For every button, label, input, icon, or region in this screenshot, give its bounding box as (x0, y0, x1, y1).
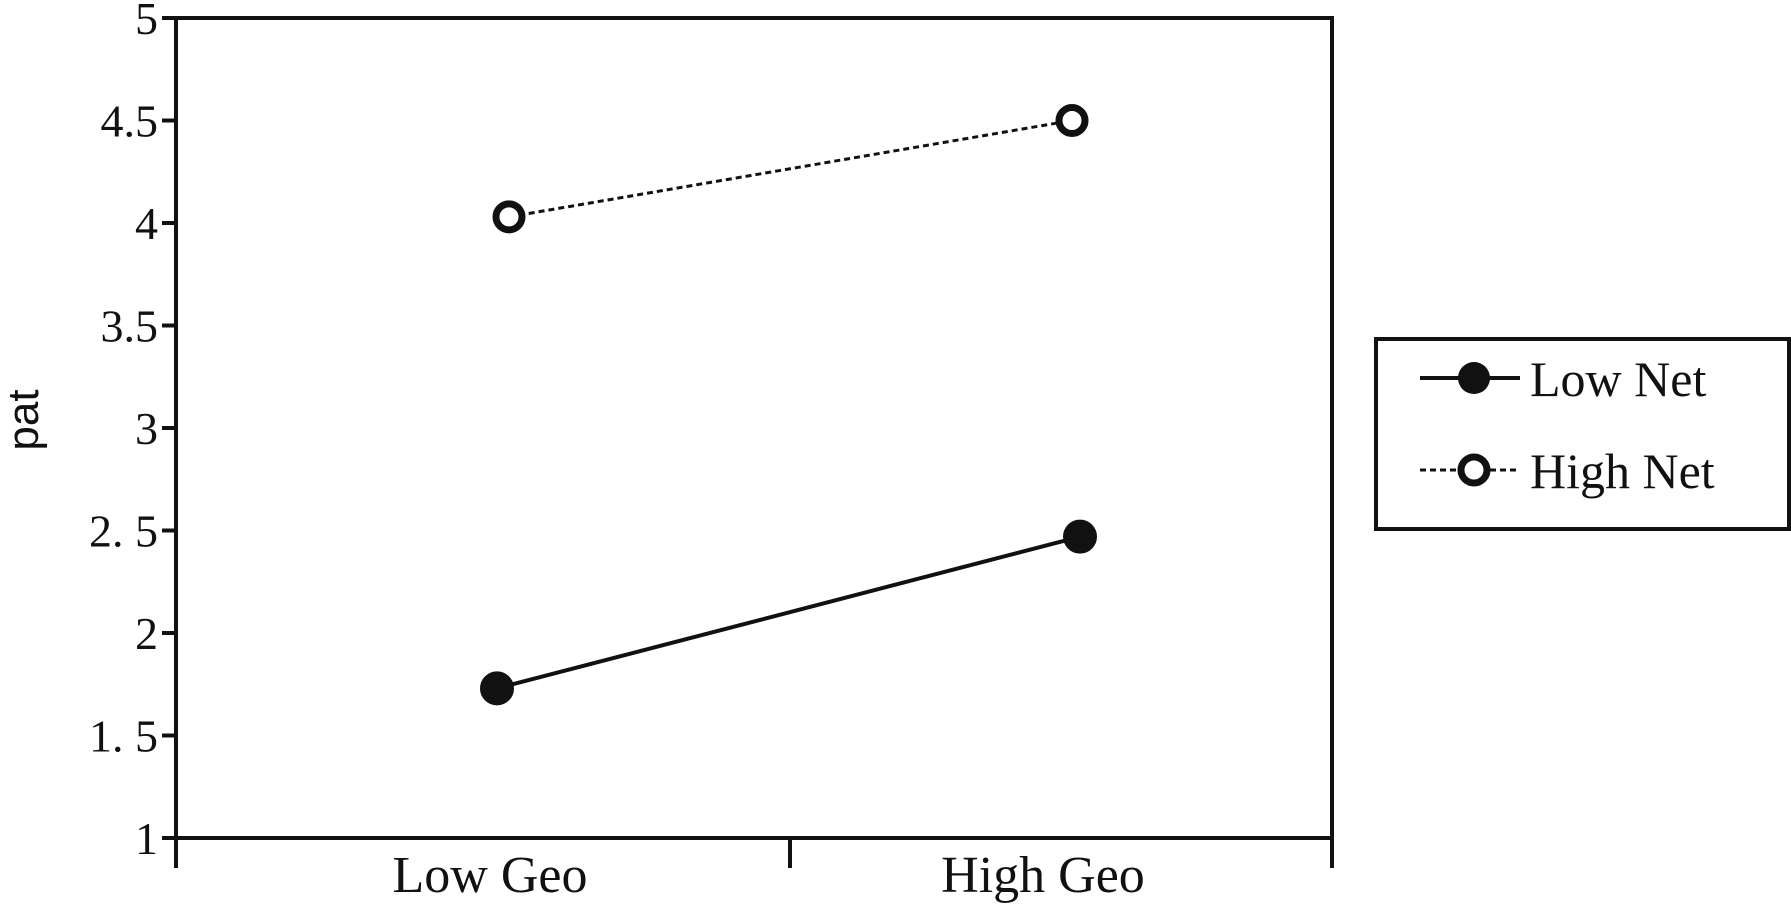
y-tick-label: 4 (135, 198, 158, 249)
plot-area-border (174, 16, 1334, 840)
y-tick-label: 4.5 (101, 96, 159, 147)
data-point-high-net (492, 200, 526, 234)
data-point-low-net (480, 671, 514, 706)
series-line-low-net (496, 534, 1081, 691)
y-axis-ticks: 1 1. 5 2 2. 5 3 3.5 4 4.5 5 (89, 0, 176, 864)
x-axis-ticks: Low Geo High Geo (174, 838, 1334, 904)
series-points (480, 104, 1097, 706)
y-tick-label: 3.5 (101, 301, 159, 352)
legend-marker-low-net (1458, 362, 1490, 394)
y-axis-label: pat (0, 389, 48, 450)
legend-label-low-net: Low Net (1530, 351, 1706, 407)
y-tick-label: 2. 5 (89, 506, 158, 557)
legend: Low Net High Net (1374, 337, 1791, 531)
series-line-high-net (508, 119, 1073, 219)
plot-frame (174, 16, 1334, 840)
y-tick-label: 3 (135, 403, 158, 454)
series-lines (496, 119, 1081, 691)
y-tick-label: 1. 5 (89, 711, 158, 762)
legend-label-high-net: High Net (1530, 443, 1715, 499)
legend-marker-high-net (1457, 453, 1491, 487)
y-tick-label: 2 (135, 608, 158, 659)
data-point-low-net (1063, 519, 1097, 554)
x-tick-label: High Geo (941, 847, 1145, 904)
legend-box (1374, 337, 1791, 531)
data-point-high-net (1055, 104, 1089, 137)
y-tick-label: 5 (135, 0, 158, 44)
y-tick-label: 1 (135, 813, 158, 864)
x-tick-label: Low Geo (393, 847, 588, 904)
